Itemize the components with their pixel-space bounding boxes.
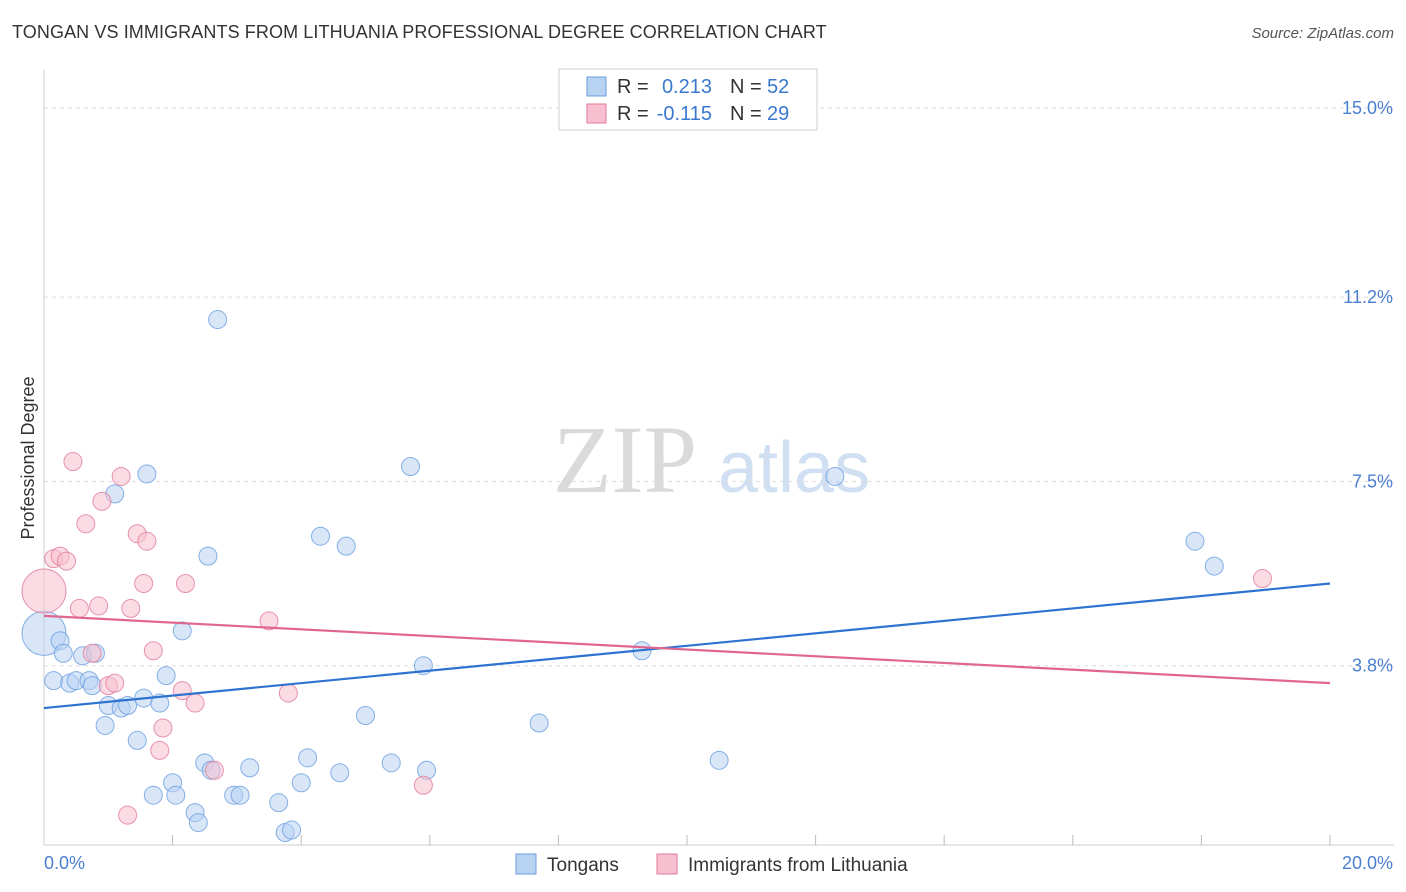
point-tongans-43 (401, 456, 421, 476)
y-tick-label-3: 15.0% (1342, 98, 1393, 118)
legend-n-value-lithuania: 29 (767, 103, 789, 125)
point-tongans-27 (198, 546, 218, 566)
trend-line-lithuania (43, 614, 1331, 685)
point-tongans-17 (137, 464, 157, 484)
x-axis-ticks (172, 835, 1331, 845)
point-lithuania-0 (21, 568, 67, 614)
point-tongans-22 (166, 785, 186, 805)
trend-lines (43, 582, 1331, 710)
point-tongans-35 (282, 820, 302, 840)
point-lithuania-24 (204, 760, 224, 780)
point-tongans-15 (127, 730, 147, 750)
point-lithuania-5 (69, 598, 89, 618)
data-points (21, 310, 1272, 843)
point-tongans-36 (291, 773, 311, 793)
watermark-atlas: atlas (718, 428, 870, 508)
point-lithuania-9 (92, 491, 112, 511)
point-tongans-20 (156, 666, 176, 686)
y-tick-label-0: 3.8% (1352, 656, 1393, 676)
point-tongans-8 (82, 676, 102, 696)
watermark-zip: ZIP (553, 406, 697, 513)
point-lithuania-13 (118, 805, 138, 825)
point-lithuania-11 (105, 673, 125, 693)
legend-r-label-2: R = (617, 103, 649, 125)
point-tongans-46 (529, 713, 549, 733)
legend-n-value-tongans: 52 (767, 76, 789, 98)
point-tongans-25 (188, 813, 208, 833)
legend-r-value-lithuania: -0.115 (657, 103, 712, 125)
y-axis-tick-labels: 3.8% 7.5% 11.2% 15.0% (1342, 98, 1393, 676)
bottom-legend-label-tongans: Tongans (547, 855, 619, 876)
point-tongans-48 (709, 750, 729, 770)
point-lithuania-3 (57, 551, 77, 571)
x-tick-label-1: 20.0% (1342, 853, 1393, 873)
point-tongans-3 (53, 643, 73, 663)
watermark: ZIP atlas (553, 406, 870, 513)
point-tongans-42 (381, 753, 401, 773)
point-tongans-50 (1185, 531, 1205, 551)
point-lithuania-18 (143, 641, 163, 661)
point-lithuania-22 (175, 574, 195, 594)
point-tongans-10 (95, 715, 115, 735)
top-legend: R = 0.213 N = 52 R = -0.115 N = 29 (558, 68, 818, 131)
point-lithuania-12 (111, 466, 131, 486)
point-lithuania-4 (63, 452, 83, 471)
trend-line-tongans (43, 582, 1331, 710)
legend-n-label-2: N = (730, 103, 762, 125)
point-tongans-41 (356, 706, 375, 726)
point-tongans-33 (269, 793, 289, 813)
point-lithuania-17 (137, 531, 157, 551)
chart-title: TONGAN VS IMMIGRANTS FROM LITHUANIA PROF… (12, 22, 827, 42)
point-tongans-49 (825, 466, 845, 486)
y-tick-label-1: 7.5% (1352, 471, 1393, 491)
point-lithuania-23 (185, 693, 205, 713)
point-tongans-38 (310, 526, 330, 546)
x-axis-tick-labels: 0.0% 20.0% (44, 853, 1393, 873)
axes (43, 70, 1394, 846)
x-tick-label-0: 0.0% (44, 853, 85, 873)
point-tongans-39 (330, 763, 350, 783)
legend-n-label-1: N = (730, 76, 762, 98)
point-lithuania-14 (121, 598, 141, 618)
y-axis-label: Professional Degree (18, 376, 38, 539)
legend-r-value-tongans: 0.213 (662, 76, 712, 98)
y-tick-label-2: 11.2% (1343, 287, 1393, 307)
point-tongans-37 (298, 748, 318, 768)
point-tongans-29 (208, 310, 228, 330)
point-lithuania-20 (153, 718, 173, 738)
point-tongans-19 (150, 693, 170, 713)
point-tongans-18 (143, 785, 163, 805)
bottom-legend-label-lithuania: Immigrants from Lithuania (688, 855, 908, 876)
point-lithuania-7 (82, 643, 102, 663)
bottom-legend-swatch-tongans (515, 853, 537, 875)
source-label: Source: ZipAtlas.com (1251, 25, 1394, 42)
point-tongans-23 (172, 621, 192, 641)
point-lithuania-28 (1252, 569, 1272, 589)
bottom-legend: Tongans Immigrants from Lithuania (515, 853, 908, 876)
point-tongans-51 (1204, 556, 1224, 576)
gridlines (44, 107, 1394, 667)
point-lithuania-6 (76, 514, 96, 534)
point-lithuania-19 (150, 740, 170, 760)
point-lithuania-25 (259, 611, 279, 631)
point-tongans-1 (44, 671, 64, 691)
point-tongans-32 (240, 758, 260, 778)
legend-r-label-1: R = (617, 76, 649, 98)
legend-swatch-lithuania (586, 103, 607, 124)
point-tongans-40 (336, 536, 356, 556)
bottom-legend-swatch-lithuania (656, 853, 678, 875)
point-tongans-31 (230, 785, 250, 805)
point-lithuania-26 (278, 683, 298, 703)
point-lithuania-16 (134, 574, 154, 594)
point-lithuania-8 (89, 596, 109, 616)
point-lithuania-27 (413, 775, 433, 795)
legend-swatch-tongans (586, 76, 607, 97)
